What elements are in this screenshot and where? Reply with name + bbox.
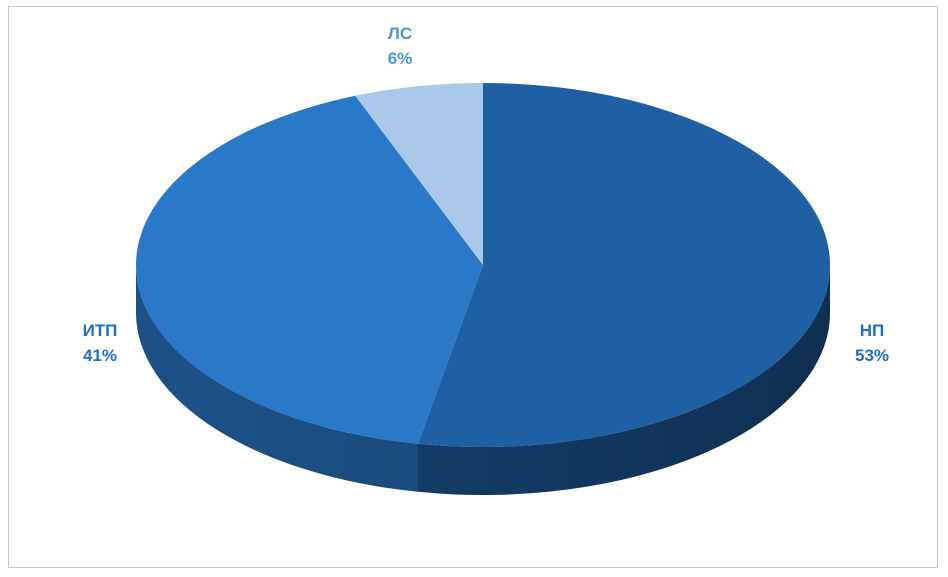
slice-value-ЛС: 6% [388,49,413,68]
slice-label-НП: НП [860,321,885,340]
pie-slice-ЛС [355,83,483,265]
pie-side-shading [136,265,830,495]
pie-slice-НП [417,83,831,447]
slice-value-ИТП: 41% [83,346,117,365]
pie-slice-ИТП [136,95,484,444]
slice-label-ЛС: ЛС [388,24,412,43]
slice-label-ИТП: ИТП [83,321,118,340]
slice-value-НП: 53% [855,346,889,365]
